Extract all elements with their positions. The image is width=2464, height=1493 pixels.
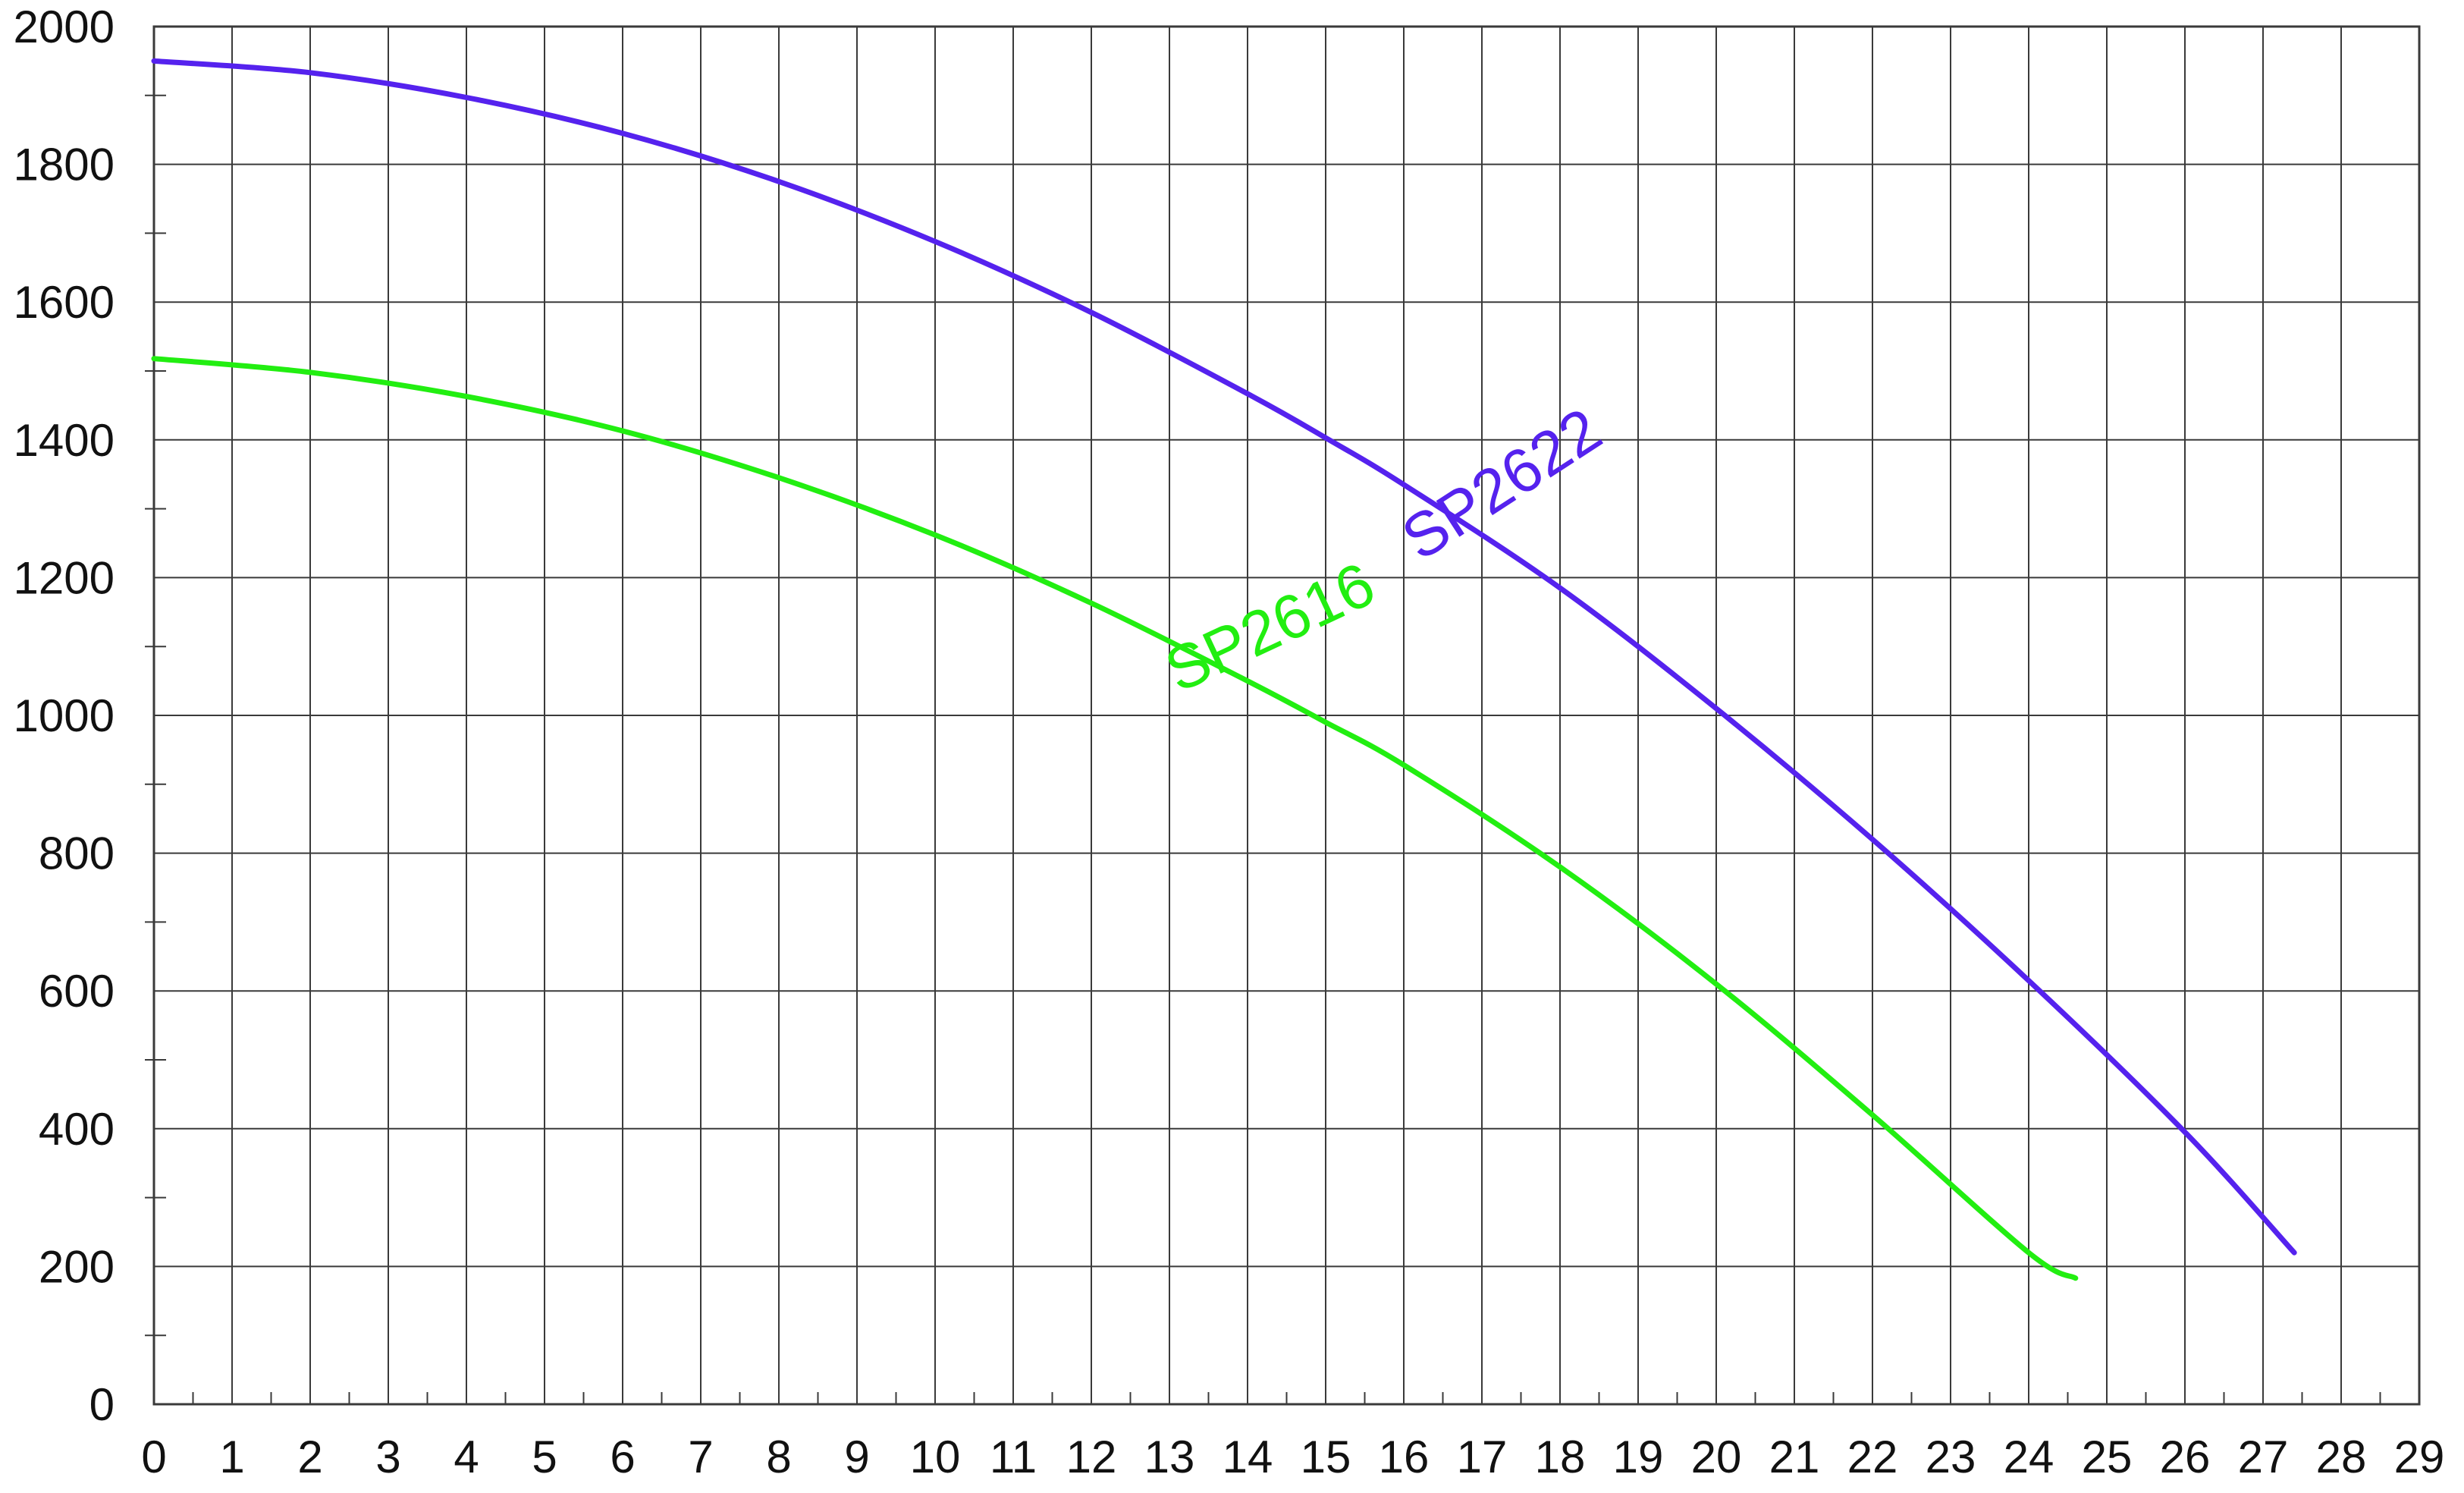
y-tick-labels: 0 200 400 600 800 1000 1200 1400 1600 1800 2000 — [14, 2, 115, 1430]
y-tick-label: 1200 — [14, 552, 115, 603]
x-tick-label: 14 — [1223, 1432, 1273, 1482]
y-tick-label: 800 — [39, 828, 115, 879]
x-tick-label: 24 — [2004, 1432, 2054, 1482]
series-label-sp2616: SP2616 — [1155, 549, 1385, 706]
x-tick-label: 5 — [532, 1432, 557, 1482]
x-tick-label: 27 — [2238, 1432, 2289, 1482]
x-tick-label: 10 — [910, 1432, 961, 1482]
y-tick-label: 2000 — [14, 2, 115, 52]
y-tick-label: 1400 — [14, 415, 115, 466]
grid-lines — [153, 26, 2420, 1405]
x-tick-label: 26 — [2160, 1432, 2211, 1482]
y-tick-label: 400 — [39, 1104, 115, 1155]
x-tick-label: 20 — [1691, 1432, 1742, 1482]
y-tick-label: 600 — [39, 966, 115, 1017]
y-tick-label: 1800 — [14, 140, 115, 190]
minor-ticks — [145, 94, 2381, 1404]
x-tick-label: 16 — [1379, 1432, 1430, 1482]
series-lines — [151, 58, 2297, 1281]
x-tick-label: 29 — [2394, 1432, 2445, 1482]
x-tick-labels: 0 1 2 3 4 5 6 7 8 9 10 11 12 13 14 15 16 17 18 19 20 21 22 23 24… — [141, 1432, 2444, 1482]
x-tick-label: 18 — [1535, 1432, 1586, 1482]
x-tick-label: 15 — [1301, 1432, 1351, 1482]
y-tick-label: 0 — [89, 1379, 115, 1430]
x-tick-label: 0 — [141, 1432, 166, 1482]
x-tick-label: 23 — [1926, 1432, 1976, 1482]
x-tick-label: 19 — [1613, 1432, 1664, 1482]
x-tick-label: 13 — [1144, 1432, 1195, 1482]
plot-frame — [152, 25, 2421, 1406]
x-tick-label: 25 — [2082, 1432, 2133, 1482]
x-tick-label: 28 — [2316, 1432, 2367, 1482]
x-tick-label: 11 — [990, 1432, 1037, 1482]
series-line-sp2622 — [151, 58, 2297, 1256]
x-tick-label: 21 — [1769, 1432, 1820, 1482]
y-tick-label: 1000 — [14, 690, 115, 741]
x-tick-label: 1 — [219, 1432, 244, 1482]
x-tick-label: 9 — [844, 1432, 869, 1482]
x-tick-label: 17 — [1457, 1432, 1508, 1482]
x-tick-label: 12 — [1066, 1432, 1117, 1482]
y-tick-label: 1600 — [14, 277, 115, 328]
x-tick-label: 2 — [297, 1432, 322, 1482]
x-tick-label: 4 — [454, 1432, 479, 1482]
x-tick-label: 22 — [1847, 1432, 1898, 1482]
y-tick-label: 200 — [39, 1241, 115, 1292]
series-line-sp2616 — [151, 356, 2079, 1281]
x-tick-label: 6 — [610, 1432, 635, 1482]
x-tick-label: 8 — [766, 1432, 791, 1482]
x-tick-label: 3 — [375, 1432, 400, 1482]
x-tick-label: 7 — [688, 1432, 713, 1482]
